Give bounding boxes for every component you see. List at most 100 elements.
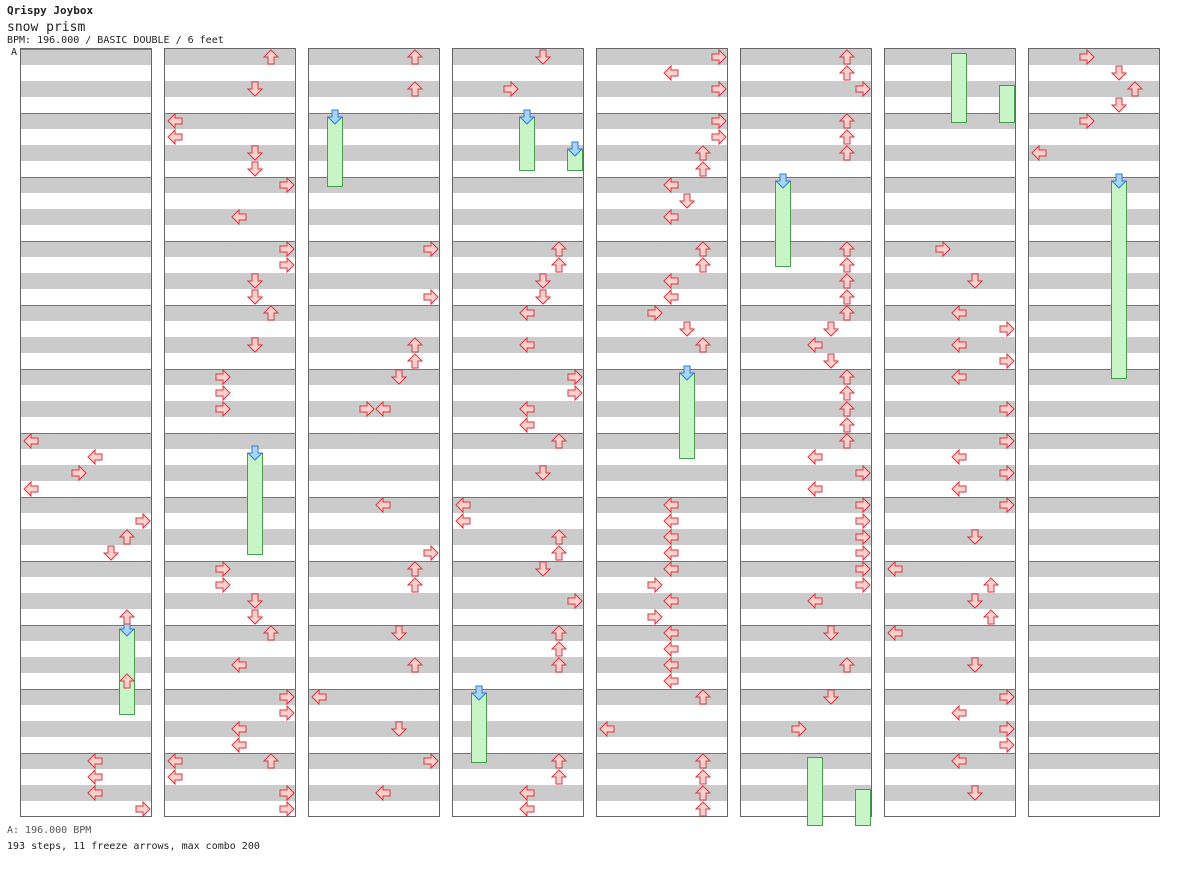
beat-band <box>741 689 871 705</box>
right-arrow-icon <box>279 240 295 258</box>
beat-band <box>1029 753 1159 769</box>
right-arrow-icon <box>855 464 871 482</box>
beat-band <box>597 689 727 705</box>
beat-band <box>21 49 151 65</box>
beat-band <box>885 305 1015 321</box>
beat-band <box>1029 625 1159 641</box>
up-arrow-icon <box>118 529 136 545</box>
beat-band <box>21 561 151 577</box>
beat-band <box>309 81 439 97</box>
measure-line <box>597 433 727 434</box>
beat-band <box>453 657 583 673</box>
left-arrow-icon <box>951 368 967 386</box>
right-arrow-icon <box>135 512 151 530</box>
up-arrow-icon <box>982 609 1000 625</box>
freeze-arrow-head-icon <box>774 173 792 189</box>
freeze-arrow-head-icon <box>246 445 264 461</box>
down-arrow-icon <box>534 465 552 481</box>
beat-band <box>741 177 871 193</box>
beat-band <box>741 497 871 513</box>
measure-line <box>453 497 583 498</box>
beat-band <box>165 753 295 769</box>
beat-band <box>453 529 583 545</box>
left-arrow-icon <box>87 752 103 770</box>
beat-band <box>165 305 295 321</box>
measure-line <box>885 561 1015 562</box>
beat-band <box>21 81 151 97</box>
beat-band <box>885 145 1015 161</box>
beat-band <box>885 369 1015 385</box>
left-arrow-icon <box>663 208 679 226</box>
measure-line <box>165 113 295 114</box>
right-arrow-icon <box>503 80 519 98</box>
down-arrow-icon <box>678 321 696 337</box>
beat-band <box>21 689 151 705</box>
beat-band <box>597 625 727 641</box>
beat-band <box>597 465 727 481</box>
measure-line <box>309 113 439 114</box>
beat-band <box>165 593 295 609</box>
left-arrow-icon <box>663 496 679 514</box>
measure-line <box>885 113 1015 114</box>
down-arrow-icon <box>246 609 264 625</box>
up-arrow-icon <box>262 305 280 321</box>
measure-line <box>165 497 295 498</box>
beat-band <box>597 49 727 65</box>
beat-band <box>309 369 439 385</box>
beat-band <box>309 689 439 705</box>
down-arrow-icon <box>246 337 264 353</box>
measure-line <box>885 497 1015 498</box>
measure-line <box>741 241 871 242</box>
down-arrow-icon <box>966 593 984 609</box>
up-arrow-icon <box>838 289 856 305</box>
beat-band <box>21 241 151 257</box>
freeze-arrow-head-icon <box>518 109 536 125</box>
beat-band <box>597 753 727 769</box>
right-arrow-icon <box>711 80 727 98</box>
left-arrow-icon <box>663 64 679 82</box>
beat-band <box>597 561 727 577</box>
right-arrow-icon <box>135 800 151 818</box>
left-arrow-icon <box>375 496 391 514</box>
beat-band <box>1029 689 1159 705</box>
up-arrow-icon <box>406 561 424 577</box>
up-arrow-icon <box>694 769 712 785</box>
beat-band <box>741 337 871 353</box>
down-arrow-icon <box>966 785 984 801</box>
measure-line <box>309 369 439 370</box>
measure-line <box>165 433 295 434</box>
measure-line <box>21 305 151 306</box>
measure-line <box>1029 561 1159 562</box>
beat-band <box>21 433 151 449</box>
beat-band <box>309 49 439 65</box>
beat-band <box>453 177 583 193</box>
left-arrow-icon <box>807 480 823 498</box>
beat-band <box>597 497 727 513</box>
measure-line <box>885 689 1015 690</box>
beat-band <box>453 49 583 65</box>
measure-line <box>885 625 1015 626</box>
beat-band <box>885 49 1015 65</box>
right-arrow-icon <box>423 288 439 306</box>
down-arrow-icon <box>822 321 840 337</box>
beat-band <box>309 785 439 801</box>
beat-band <box>597 177 727 193</box>
chart-column <box>596 48 728 817</box>
measure-line <box>597 241 727 242</box>
measure-line <box>1029 497 1159 498</box>
down-arrow-icon <box>246 81 264 97</box>
beat-band <box>597 209 727 225</box>
beat-band <box>309 593 439 609</box>
right-arrow-icon <box>999 736 1015 754</box>
beat-band <box>885 689 1015 705</box>
beat-band <box>741 401 871 417</box>
beat-band <box>741 625 871 641</box>
beat-band <box>885 625 1015 641</box>
up-arrow-icon <box>838 305 856 321</box>
up-arrow-icon <box>838 145 856 161</box>
beat-band <box>885 433 1015 449</box>
down-arrow-icon <box>246 289 264 305</box>
left-arrow-icon <box>951 304 967 322</box>
beat-band <box>1029 561 1159 577</box>
measure-line <box>165 689 295 690</box>
